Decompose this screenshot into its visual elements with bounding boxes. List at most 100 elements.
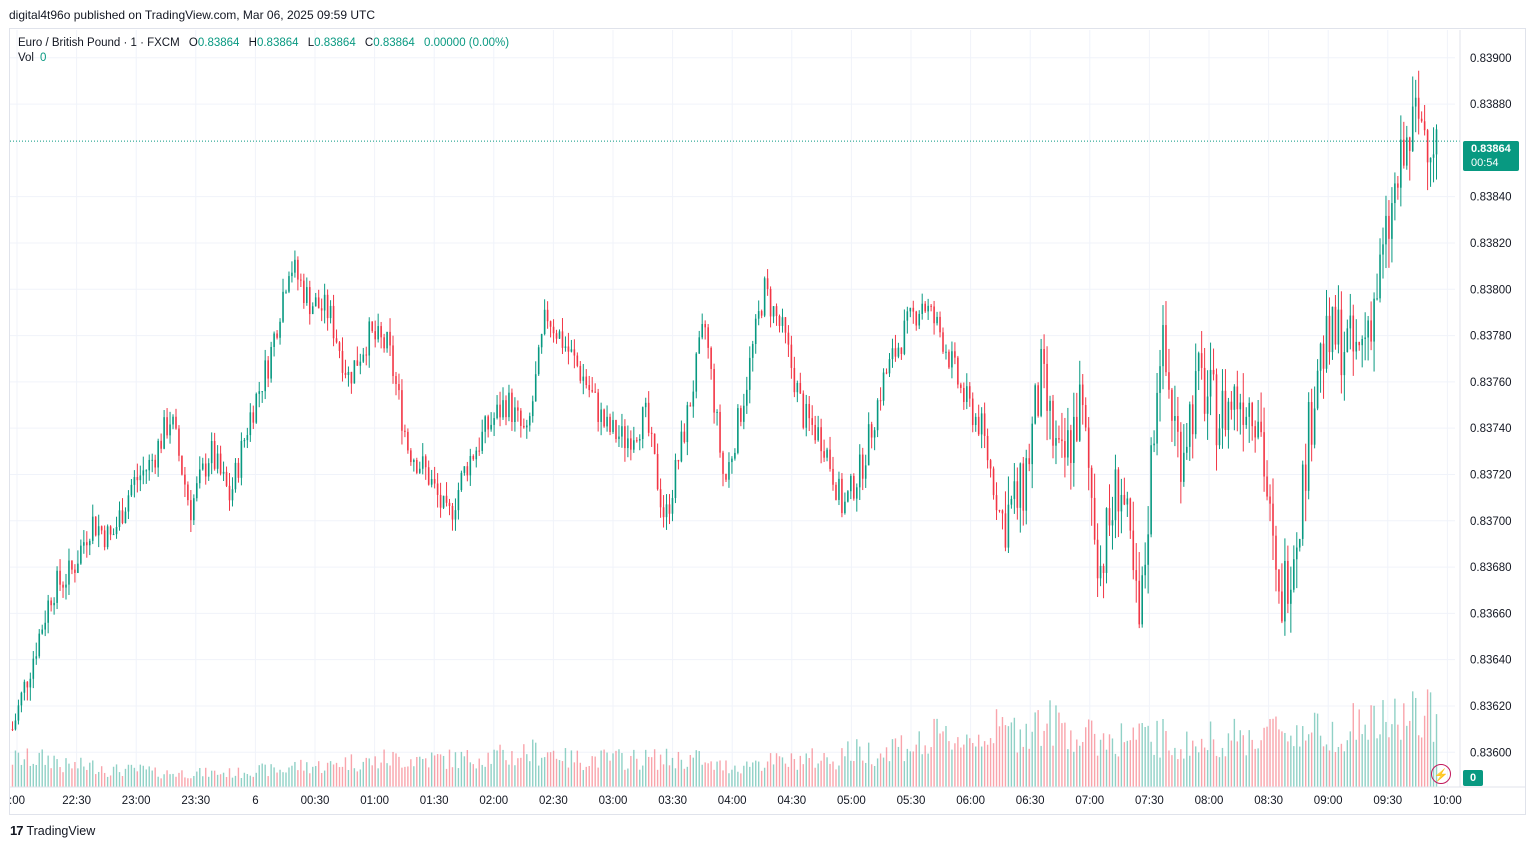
- volume-bar: [142, 765, 144, 787]
- volume-bar: [1406, 725, 1408, 787]
- volume-bar: [677, 751, 680, 787]
- candle-body: [1426, 130, 1429, 163]
- chart-frame[interactable]: [9, 28, 1526, 815]
- candle-body: [261, 391, 264, 393]
- lightning-icon[interactable]: ⚡: [1431, 764, 1451, 784]
- candle-body: [534, 374, 537, 402]
- candle-body: [127, 495, 130, 512]
- volume-bar: [300, 759, 302, 787]
- candle-body: [1257, 421, 1259, 438]
- candle-body: [811, 418, 814, 425]
- volume-bar: [1337, 746, 1340, 787]
- volume-bar: [1290, 735, 1292, 787]
- candle-body: [1391, 203, 1393, 239]
- volume-bar: [540, 757, 543, 787]
- volume-bar: [175, 776, 177, 787]
- candle-body: [222, 471, 225, 474]
- volume-bar: [870, 764, 873, 787]
- volume-bar: [817, 763, 819, 787]
- volume-bar: [752, 762, 754, 787]
- volume-bar: [187, 778, 189, 787]
- volume-bar: [1061, 723, 1063, 787]
- volume-bar: [190, 778, 192, 787]
- volume-bar: [493, 749, 495, 787]
- candle-body: [531, 401, 534, 417]
- volume-bar: [213, 770, 216, 787]
- volume-bar: [731, 769, 733, 787]
- candle-body: [540, 334, 543, 348]
- volume-bar: [543, 757, 546, 787]
- volume-bar: [755, 760, 757, 787]
- volume-bar: [270, 764, 272, 787]
- candle-body: [1105, 508, 1108, 573]
- volume-bar: [11, 764, 14, 787]
- candle-body: [169, 424, 171, 436]
- candle-body: [317, 297, 320, 309]
- candle-body: [936, 316, 938, 324]
- volume-bar: [1108, 734, 1111, 787]
- candle-body: [576, 355, 579, 366]
- volume-bar: [56, 759, 58, 787]
- volume-bar: [1233, 718, 1236, 787]
- candle-body: [1278, 569, 1280, 592]
- volume-bar: [1355, 739, 1357, 787]
- change-value: 0.00000 (0.00%): [424, 37, 510, 49]
- volume-bar: [71, 768, 73, 787]
- volume-bar: [1420, 737, 1423, 787]
- candle-body: [243, 440, 246, 442]
- volume-bar: [1013, 717, 1016, 787]
- volume-bar: [989, 738, 992, 787]
- candle-body: [989, 460, 992, 469]
- candle-body: [861, 454, 864, 479]
- volume-bar: [701, 764, 703, 787]
- vol-label[interactable]: Vol: [18, 52, 34, 64]
- candle-body: [974, 416, 977, 426]
- candle-body: [909, 307, 912, 312]
- candle-body: [615, 420, 617, 440]
- volume-bar: [636, 758, 638, 787]
- volume-bar: [297, 770, 299, 787]
- candle-body: [380, 326, 382, 338]
- candle-body: [659, 489, 662, 508]
- candle-body: [680, 431, 683, 462]
- candle-body: [1343, 352, 1346, 376]
- candle-body: [1203, 367, 1206, 414]
- candle-body: [347, 371, 350, 375]
- candle-body: [722, 452, 724, 474]
- candle-body: [1388, 215, 1390, 239]
- y-tick-label: 0.83760: [1470, 377, 1512, 389]
- brand-label: TradingView: [26, 823, 96, 838]
- volume-bar: [1284, 732, 1286, 787]
- candle-body: [698, 337, 701, 354]
- candle-body: [957, 357, 959, 385]
- symbol-label[interactable]: Euro / British Pound · 1 · FXCM: [18, 37, 180, 49]
- candle-body: [448, 502, 451, 506]
- candle-body: [320, 308, 323, 311]
- volume-bar: [1373, 705, 1375, 787]
- volume-bar: [20, 764, 23, 787]
- volume-bar: [585, 766, 587, 787]
- candle-body: [86, 542, 88, 546]
- volume-bar: [1409, 720, 1411, 787]
- volume-bar: [1090, 720, 1093, 787]
- candle-body: [1120, 494, 1123, 512]
- tradingview-logo[interactable]: 17 TradingView: [10, 823, 95, 838]
- candle-body: [526, 425, 528, 428]
- candle-body: [558, 331, 561, 339]
- volume-bar: [532, 739, 534, 787]
- volume-bar: [772, 764, 775, 787]
- volume-bar: [900, 735, 903, 787]
- x-tick-label: 08:00: [1195, 795, 1224, 807]
- candle-body: [344, 372, 347, 375]
- candle-body: [995, 495, 998, 511]
- volume-bar: [1180, 749, 1182, 787]
- candle-body: [986, 435, 989, 461]
- candle-body: [1010, 498, 1013, 505]
- candle-body: [1037, 385, 1039, 416]
- candle-body: [74, 569, 76, 573]
- candle-body: [1376, 298, 1378, 300]
- candle-body: [900, 347, 903, 354]
- x-tick-label: 02:30: [539, 795, 568, 807]
- volume-bar: [80, 757, 82, 787]
